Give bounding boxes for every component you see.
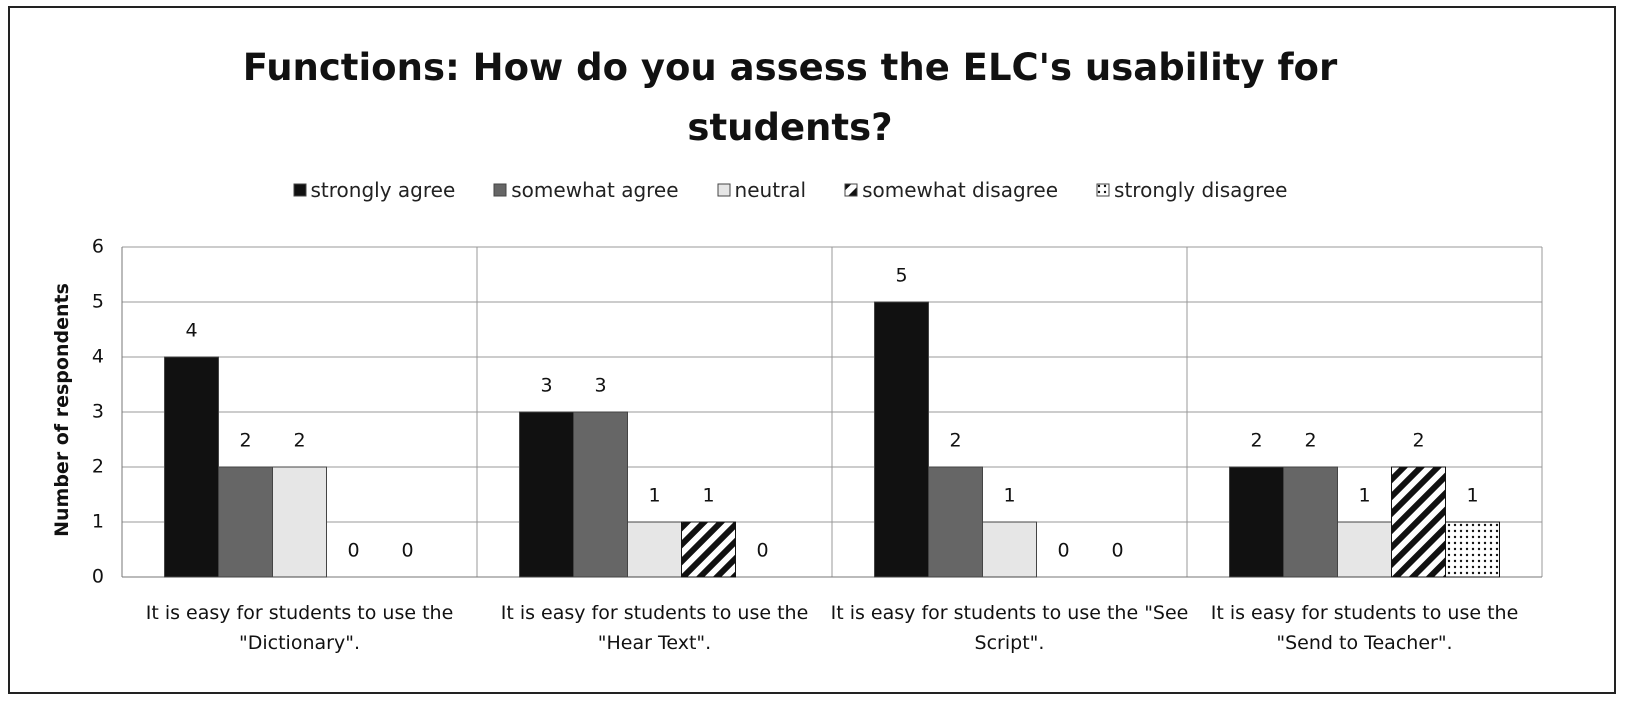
data-label: 2: [1412, 430, 1424, 452]
bar: [1391, 466, 1446, 578]
y-tick-label: 0: [92, 566, 104, 588]
data-label: 1: [1358, 485, 1370, 507]
data-label: 2: [1250, 430, 1262, 452]
legend-label: strongly agree: [310, 178, 456, 202]
legend-swatch-fill: [717, 183, 731, 197]
data-label: 3: [594, 375, 606, 397]
bar: [164, 356, 219, 578]
y-tick-label: 3: [92, 401, 104, 423]
bar: [627, 521, 682, 578]
y-tick-label: 6: [92, 236, 104, 258]
legend-swatch: [293, 183, 307, 197]
legend-item: somewhat agree: [493, 178, 679, 202]
y-tick-label: 5: [92, 291, 104, 313]
bar: [519, 411, 574, 578]
legend-swatch: [1096, 183, 1110, 197]
bar: [1283, 466, 1338, 578]
bar: [982, 521, 1037, 578]
legend-swatch-fill: [844, 183, 858, 197]
legend-swatch-fill: [293, 183, 307, 197]
y-tick-label: 4: [92, 346, 104, 368]
data-label: 0: [401, 540, 413, 562]
data-label: 0: [1057, 540, 1069, 562]
x-tick-label: It is easy for students to use the "Hear…: [500, 602, 809, 654]
bar: [218, 466, 273, 578]
data-label: 2: [239, 430, 251, 452]
data-label: 2: [1304, 430, 1316, 452]
bar: [1229, 466, 1284, 578]
bar: [928, 466, 983, 578]
legend-swatch: [717, 183, 731, 197]
data-label: 2: [293, 430, 305, 452]
legend-item: strongly agree: [293, 178, 456, 202]
legend-label: strongly disagree: [1114, 178, 1288, 202]
legend-swatch: [493, 183, 507, 197]
legend: strongly agree somewhat agree neutral somew…: [0, 178, 1580, 202]
legend-swatch-fill: [493, 183, 507, 197]
data-label: 1: [1003, 485, 1015, 507]
y-tick-label: 2: [92, 456, 104, 478]
chart-title: Functions: How do you assess the ELC's u…: [242, 46, 1338, 149]
legend-swatch: [844, 183, 858, 197]
bar: [874, 301, 929, 578]
data-label: 1: [702, 485, 714, 507]
data-label: 1: [648, 485, 660, 507]
data-label: 2: [949, 430, 961, 452]
data-label: 1: [1466, 485, 1478, 507]
legend-label: neutral: [734, 178, 807, 202]
legend-label: somewhat disagree: [862, 178, 1059, 202]
x-tick-label: It is easy for students to use the "Dict…: [145, 602, 454, 654]
chart-border: [8, 6, 1616, 694]
bar: [1337, 521, 1392, 578]
bar: [681, 521, 736, 578]
legend-item: neutral: [717, 178, 807, 202]
legend-swatch-fill: [1096, 183, 1110, 197]
data-label: 0: [756, 540, 768, 562]
data-label: 3: [540, 375, 552, 397]
legend-item: somewhat disagree: [844, 178, 1058, 202]
bar: [1445, 521, 1500, 578]
bar: [573, 411, 628, 578]
bar: [272, 466, 327, 578]
data-label: 4: [185, 320, 197, 342]
legend-label: somewhat agree: [511, 178, 679, 202]
y-tick-label: 1: [92, 511, 104, 533]
data-label: 5: [895, 265, 907, 287]
data-label: 0: [347, 540, 359, 562]
data-label: 0: [1111, 540, 1123, 562]
x-tick-label: It is easy for students to use the "Send…: [1210, 602, 1519, 654]
legend-item: strongly disagree: [1096, 178, 1287, 202]
x-tick-label: It is easy for students to use the "See …: [830, 602, 1189, 654]
